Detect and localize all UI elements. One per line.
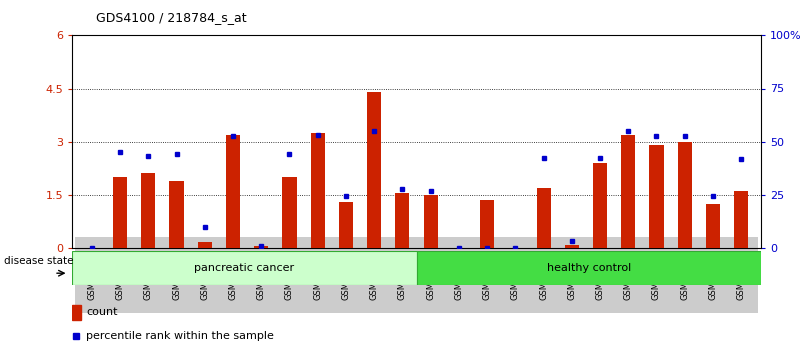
Bar (113, 177, 127, 248)
Bar (170, 181, 183, 248)
Bar (367, 92, 381, 248)
Bar (650, 145, 663, 248)
Bar (480, 200, 494, 248)
Text: disease state: disease state (4, 256, 73, 266)
Bar (735, 191, 748, 248)
Bar (417, 251, 761, 285)
Bar (339, 202, 353, 248)
Bar (622, 135, 635, 248)
Bar (283, 177, 296, 248)
Text: percentile rank within the sample: percentile rank within the sample (87, 331, 274, 341)
Text: healthy control: healthy control (546, 263, 631, 273)
Text: GDS4100 / 218784_s_at: GDS4100 / 218784_s_at (96, 11, 247, 24)
Bar (226, 135, 240, 248)
Bar (537, 188, 550, 248)
Text: count: count (87, 307, 118, 317)
Bar (254, 246, 268, 248)
Bar (565, 245, 579, 248)
Bar (593, 163, 607, 248)
Bar (424, 195, 437, 248)
Bar (72, 251, 417, 285)
Bar (198, 242, 211, 248)
Text: pancreatic cancer: pancreatic cancer (194, 263, 294, 273)
Bar (141, 173, 155, 248)
Bar (678, 142, 692, 248)
Bar (706, 204, 720, 248)
Bar (311, 133, 324, 248)
Bar (396, 193, 409, 248)
Bar (72, 305, 81, 320)
